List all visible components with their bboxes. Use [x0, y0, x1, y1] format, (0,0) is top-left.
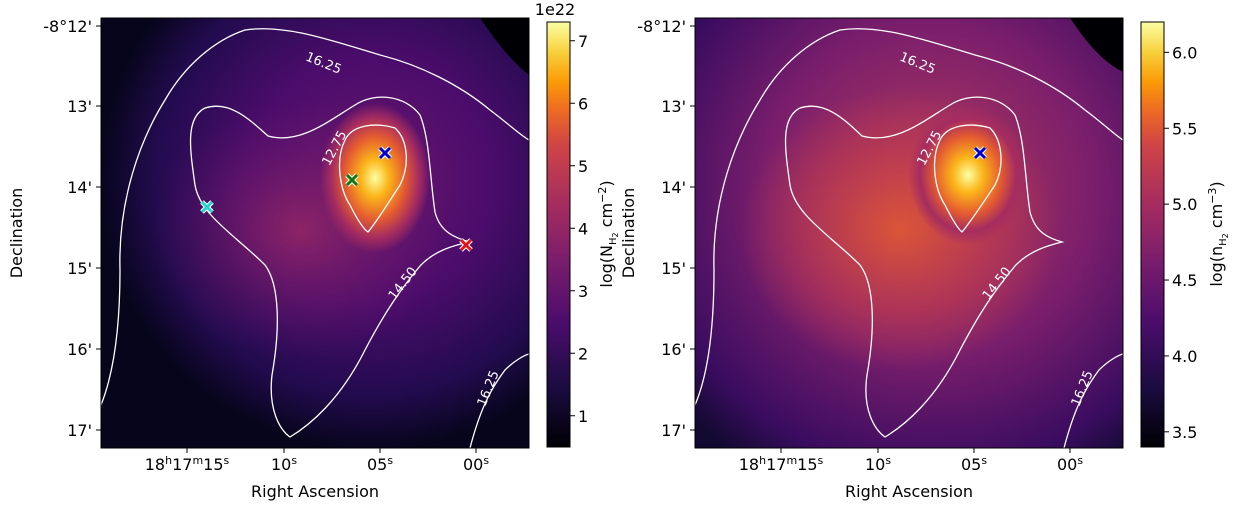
marker-green — [345, 173, 359, 187]
panel-a-frame — [100, 17, 530, 449]
xtick-b-label-1: 10s — [865, 454, 891, 474]
panel-b-xticks — [780, 448, 1071, 453]
colorbar-tick-label-2: 3 — [578, 282, 588, 301]
colorbar-tick-label-4: 5.5 — [1172, 119, 1197, 138]
panel-a-xticks — [186, 448, 477, 453]
colorbar-tick-label-5: 6.0 — [1172, 43, 1197, 62]
contour-16-25 — [101, 28, 529, 406]
contour-b-16-25 — [695, 28, 1123, 406]
x-axis-b-label: Right Ascension — [845, 482, 973, 501]
colorbar-b-ticks: 3.5 4.0 4.5 5.0 5.5 6.0 — [1164, 43, 1197, 442]
colorbar-tick-label-1: 2 — [578, 344, 588, 363]
colorbar-b-label: log(nH2 cm−3) — [1206, 181, 1230, 286]
colorbar-tick-label-3: 4 — [578, 219, 588, 238]
ytick-b-label-4: 16' — [661, 340, 686, 359]
colorbar-tick-label-1: 4.0 — [1172, 347, 1197, 366]
colorbar-tick-label-0: 3.5 — [1172, 423, 1197, 442]
contour-b-14-50 — [784, 96, 1065, 438]
ytick-label-1: 13' — [67, 97, 92, 116]
colorbar-a-label: log(NH2 cm−2) — [596, 180, 620, 287]
panel-b-yticks — [690, 25, 695, 431]
colorbar-tick-label-5: 6 — [578, 94, 588, 113]
colorbar-tick-label-6: 7 — [578, 32, 588, 51]
ytick-label-0: -8°12' — [43, 17, 92, 36]
ytick-b-label-2: 14' — [661, 178, 686, 197]
colorbar-tick-label-0: 1 — [578, 407, 588, 426]
panel-a-yticks — [96, 25, 101, 431]
markers-a — [200, 146, 473, 252]
colorbar-a-offset: 1e22 — [535, 0, 575, 19]
ytick-label-4: 16' — [67, 340, 92, 359]
colorbar-tick-label-3: 5.0 — [1172, 195, 1197, 214]
panel-b-frame — [694, 17, 1124, 449]
y-axis-label: Declination — [7, 188, 26, 278]
xtick-b-label-3: 00s — [1057, 454, 1083, 474]
ytick-b-label-0: -8°12' — [637, 17, 686, 36]
panel-a-image: 16.25 12.75 14.50 16.25 — [101, 18, 529, 448]
marker-blue — [378, 146, 392, 160]
marker-blue — [973, 146, 987, 160]
markers-b — [973, 146, 987, 160]
panel-b-image: 16.25 12.75 14.50 16.25 — [695, 18, 1123, 448]
colorbar-a — [546, 21, 571, 448]
colorbar-a-ticks: 1 2 3 4 5 6 7 — [570, 32, 588, 426]
ytick-b-label-1: 13' — [661, 97, 686, 116]
x-axis-label: Right Ascension — [251, 482, 379, 501]
contour-14-50 — [189, 96, 471, 438]
ytick-b-label-3: 15' — [661, 259, 686, 278]
xtick-label-1: 10s — [271, 454, 297, 474]
colorbar-b — [1140, 21, 1165, 448]
ytick-label-3: 15' — [67, 259, 92, 278]
xtick-b-label-2: 05s — [961, 454, 987, 474]
xtick-label-3: 00s — [463, 454, 489, 474]
marker-cyan — [200, 200, 214, 214]
xtick-label-2: 05s — [367, 454, 393, 474]
y-axis-b-label: Declination — [619, 188, 638, 278]
marker-red — [459, 238, 473, 252]
ytick-label-5: 17' — [67, 421, 92, 440]
xtick-label-0: 18h17m15s — [145, 454, 230, 474]
contour-16-25-br — [469, 353, 529, 448]
colorbar-tick-label-2: 4.5 — [1172, 271, 1197, 290]
contour-b-16-25-br — [1063, 353, 1123, 448]
ytick-b-label-5: 17' — [661, 421, 686, 440]
ytick-label-2: 14' — [67, 178, 92, 197]
xtick-b-label-0: 18h17m15s — [739, 454, 824, 474]
contour-b-12-75 — [933, 124, 1002, 233]
colorbar-tick-label-4: 5 — [578, 157, 588, 176]
contour-12-75 — [338, 124, 407, 233]
